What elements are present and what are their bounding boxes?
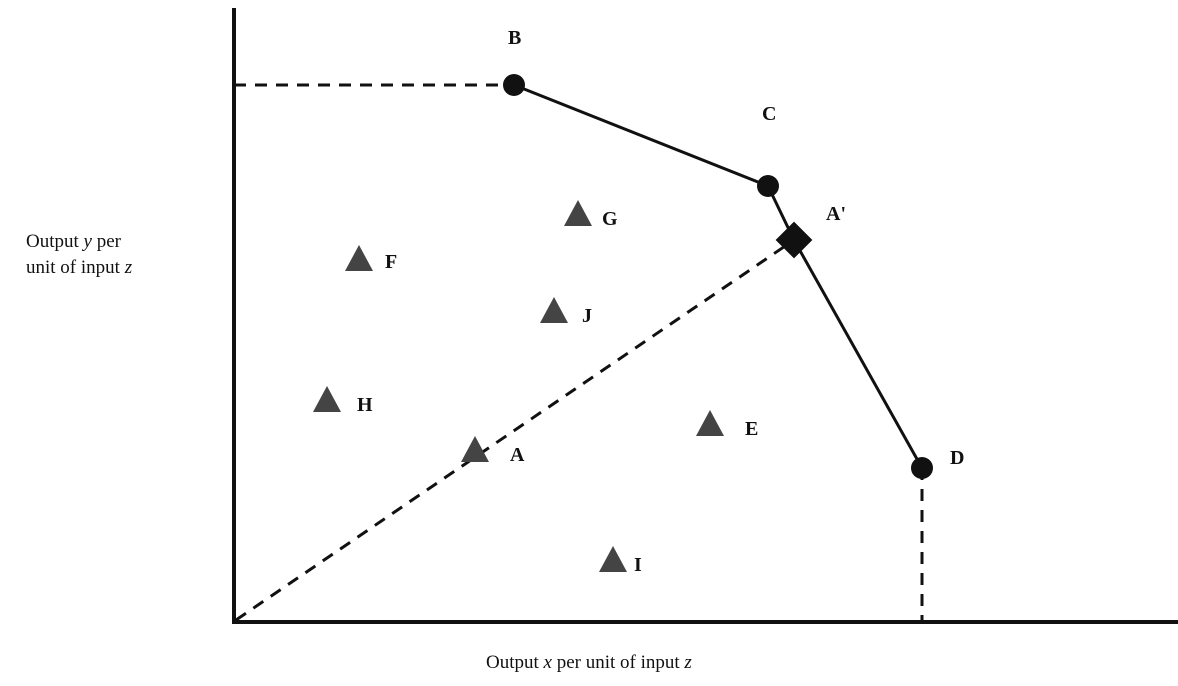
frontier-point-d [911,457,933,479]
y-axis-label-line2: unit of input z [26,257,133,278]
unit-marker-i [599,546,627,572]
unit-marker-j [540,297,568,323]
frontier-point-a-prime [775,221,813,259]
label-b: B [508,27,521,49]
label-d: D [950,447,964,469]
origin-ray-dashed-line [235,238,795,622]
label-g: G [602,208,618,230]
unit-marker-e [696,410,724,436]
label-a-prime: A' [826,203,846,225]
label-c: C [762,103,776,125]
unit-marker-g [564,200,592,226]
unit-marker-h [313,386,341,412]
y-axis-label-line1: Output y per [26,231,121,252]
label-f: F [385,251,397,273]
label-e: E [745,418,758,440]
unit-marker-a [461,436,489,462]
label-j: J [582,305,592,327]
efficiency-frontier [513,83,924,469]
x-axis-label: Output x per unit of input z [486,652,692,673]
label-a: A [510,444,525,466]
unit-marker-f [345,245,373,271]
frontier-point-b [503,74,525,96]
frontier-point-c [757,175,779,197]
y-axis-label: Output y per unit of input z [26,229,132,281]
label-i: I [634,554,642,576]
label-h: H [357,394,373,416]
